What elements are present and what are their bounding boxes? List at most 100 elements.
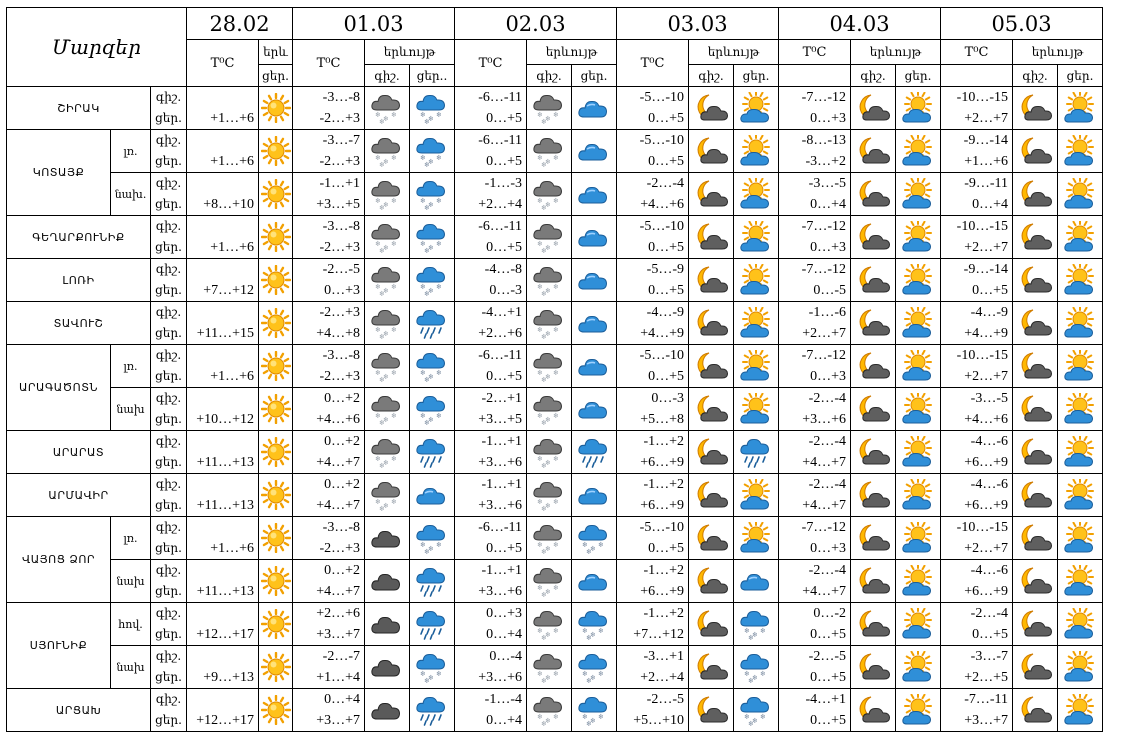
sun-cloud-icon: [1064, 522, 1094, 553]
svg-text:❄: ❄: [428, 416, 434, 424]
weather-cell: [258, 172, 293, 216]
svg-text:❄: ❄: [537, 197, 543, 205]
svg-text:❄: ❄: [375, 369, 381, 377]
day-temp: +4…+7: [316, 455, 360, 470]
grey-cloud-snow-icon: ❄ ❄ ❄❄: [533, 481, 563, 511]
svg-text:❄: ❄: [428, 158, 434, 166]
weather-cell: [1012, 645, 1058, 689]
region-name: ՇԻՐԱԿ: [6, 86, 151, 130]
night-temp: -2…-4: [808, 391, 846, 406]
svg-text:❄: ❄: [553, 111, 559, 119]
svg-text:❄: ❄: [545, 330, 551, 338]
sun-icon: [260, 308, 291, 338]
night-temp: -8…-13: [801, 133, 846, 148]
weather-cell: [571, 559, 617, 603]
weather-cell: [850, 602, 896, 646]
grey-cloud-snow-icon: ❄ ❄ ❄❄: [533, 266, 563, 296]
moon-cloud-icon: [1021, 137, 1052, 164]
sun-cloud-icon: [902, 565, 932, 596]
sun-cloud-icon: [902, 221, 932, 252]
svg-text:❄: ❄: [586, 677, 592, 683]
svg-text:❄: ❄: [391, 154, 397, 162]
night-temp: -3…-7: [322, 133, 360, 148]
blue-cloud-icon: [578, 487, 608, 505]
temp-range: -1…-6 +2…+7: [778, 301, 851, 345]
date-header: 28.02: [186, 7, 293, 40]
svg-text:❄: ❄: [379, 161, 385, 167]
day-temp: 0…-3: [489, 283, 522, 298]
night-temp: -2…-4: [808, 477, 846, 492]
night-temp: -1…+2: [643, 434, 684, 449]
weather-cell: [571, 129, 617, 173]
svg-text:❄: ❄: [375, 326, 381, 334]
svg-text:❄: ❄: [391, 498, 397, 506]
subzone-label: նախ: [110, 387, 151, 431]
night-temp: -7…-11: [964, 692, 1008, 707]
svg-text:❄: ❄: [590, 674, 596, 682]
night-label: գիշ.: [155, 391, 182, 405]
day-temp: +4…+7: [316, 584, 360, 599]
svg-text:❄: ❄: [537, 584, 543, 592]
svg-text:❄: ❄: [375, 412, 381, 420]
day-temp: +3…+5: [478, 412, 522, 427]
night-temp: -2…-5: [646, 692, 684, 707]
day-temp: -2…+3: [319, 541, 360, 556]
day-temp: +4…+8: [316, 326, 360, 341]
night-temp: +2…+6: [316, 606, 360, 621]
day-temp: 0…+5: [810, 627, 846, 642]
svg-text:❄: ❄: [586, 634, 592, 640]
day-temp: +6…+9: [640, 455, 684, 470]
moon-cloud-icon: [859, 610, 890, 637]
night-temp: -1…+1: [481, 563, 522, 578]
sun-icon: [260, 609, 291, 639]
day-temp: -2…+3: [319, 111, 360, 126]
weather-cell: [733, 387, 779, 431]
night-day-labels: գիշ. ցեր.: [150, 129, 187, 173]
moon-cloud-icon: [1021, 610, 1052, 637]
weather-cell: [1012, 86, 1058, 130]
temp-range: 0…-2 0…+5: [778, 602, 851, 646]
svg-text:❄: ❄: [541, 720, 547, 726]
grey-cloud-snow-icon: ❄ ❄ ❄❄: [533, 352, 563, 382]
temp-range: -6…-11 0…+5: [454, 129, 527, 173]
weather-cell: [1057, 301, 1103, 345]
moon-cloud-icon: [697, 137, 728, 164]
weather-cell: ❄ ❄ ❄ ❄: [526, 129, 572, 173]
temp-range: -5…-10 0…+5: [616, 86, 689, 130]
weather-cell: [895, 301, 941, 345]
sun-cloud-icon: [1064, 608, 1094, 639]
temp-range: 0…-4 +3…+6: [454, 645, 527, 689]
weather-cell: [688, 301, 734, 345]
night-label: գիշ.: [155, 262, 182, 276]
blue-cloud-snow-icon: ❄ ❄ ❄❄: [416, 266, 446, 296]
day-temp: 0…+5: [810, 713, 846, 728]
day-temp: 0…+5: [486, 240, 522, 255]
phenomenon-header: երևույթ: [850, 39, 941, 65]
svg-text:❄: ❄: [537, 326, 543, 334]
dark-cloud-icon: [371, 616, 401, 634]
table-row: ՍՅՈՒՆԻՔ հով. գիշ. ցեր. +12…+17 +2…+6 +3…+7 0…+…: [6, 602, 1103, 689]
grey-cloud-snow-icon: ❄ ❄ ❄❄: [533, 438, 563, 468]
temp-range: -9…-11 0…+4: [940, 172, 1013, 216]
blue-cloud-rain-icon: [416, 696, 446, 726]
night-temp: -4…+1: [481, 305, 522, 320]
svg-text:❄: ❄: [375, 197, 381, 205]
day-temp: +4…+7: [316, 498, 360, 513]
svg-text:❄: ❄: [379, 376, 385, 382]
weather-cell: [895, 559, 941, 603]
svg-text:❄: ❄: [553, 541, 559, 549]
temp-range: -5…-10 0…+5: [616, 215, 689, 259]
day-temp: 0…+5: [486, 541, 522, 556]
weather-cell: [571, 301, 617, 345]
svg-text:❄: ❄: [428, 287, 434, 295]
night-temp: -2…+3: [319, 305, 360, 320]
blue-cloud-icon: [740, 573, 770, 591]
svg-text:❄: ❄: [379, 204, 385, 210]
table-row: ԳԵՂԱՐՔՈՒՆԻՔ գիշ. ցեր. +1…+6 -3…-8 -2…+3 ❄ ❄ ❄ ❄ …: [6, 215, 1103, 259]
sun-cloud-icon: [1064, 264, 1094, 295]
temp-range: -2…-7 +1…+4: [292, 645, 365, 689]
svg-text:❄: ❄: [383, 115, 389, 123]
day-temp: 0…+3: [810, 369, 846, 384]
sun-cloud-icon: [1064, 393, 1094, 424]
day-temp: +4…+6: [640, 197, 684, 212]
